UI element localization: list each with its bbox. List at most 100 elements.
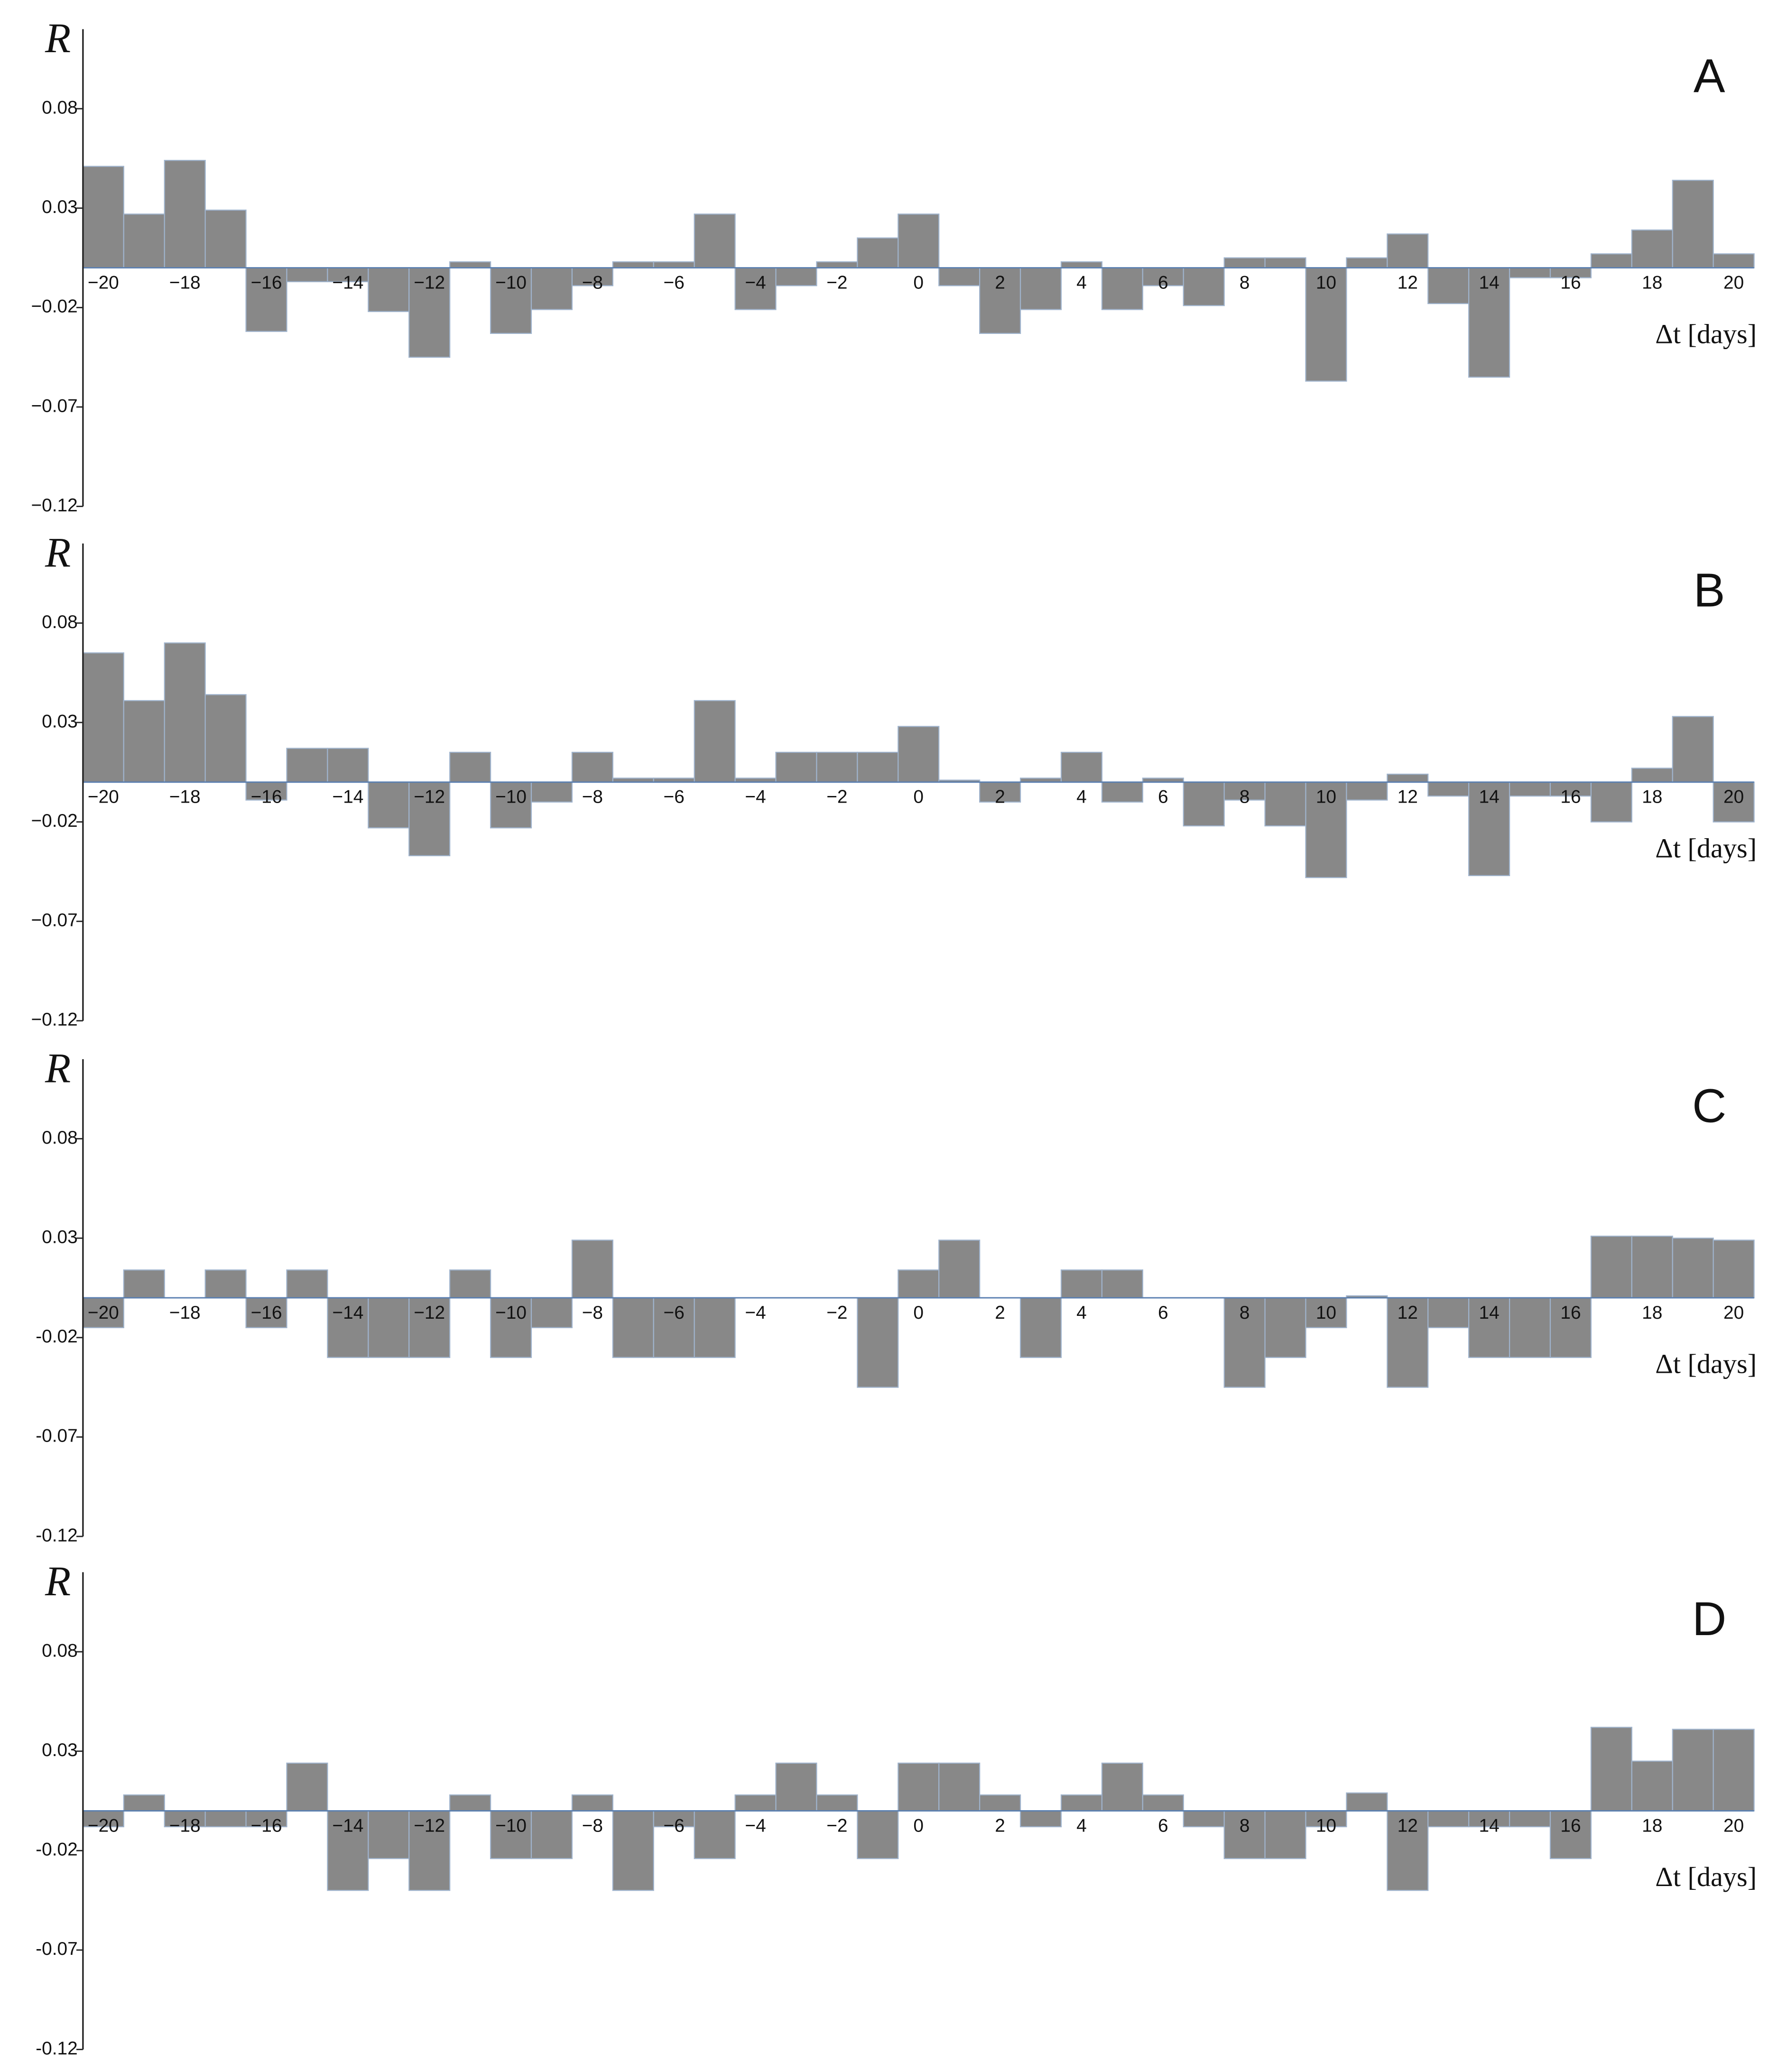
x-tick-label: 16 [1560, 787, 1581, 807]
y-tick-label: 0.03 [42, 711, 78, 731]
bar [368, 1297, 410, 1358]
bar [1183, 781, 1225, 827]
bar [1590, 1727, 1632, 1812]
bar [1509, 1297, 1551, 1358]
bar [1549, 781, 1592, 797]
bar [1346, 781, 1388, 801]
x-tick-label: 0 [913, 272, 924, 293]
x-tick-label: −10 [495, 1303, 527, 1323]
x-tick-label: 18 [1642, 1815, 1662, 1836]
bar [82, 1810, 124, 1828]
bar [775, 1762, 817, 1812]
y-tick-label: −0.07 [31, 396, 77, 416]
bar [82, 652, 124, 783]
x-tick-label: 4 [1076, 1815, 1087, 1836]
bar [775, 267, 817, 287]
x-tick-label: −12 [414, 1303, 445, 1323]
x-tick-label: 8 [1240, 1303, 1250, 1323]
bar [1631, 768, 1673, 783]
x-tick-label: 8 [1240, 272, 1250, 293]
x-tick-label: 20 [1723, 787, 1744, 807]
bar [571, 1794, 613, 1812]
bar [653, 1297, 695, 1358]
x-tick-label: −14 [332, 787, 363, 807]
y-tick-label: −0.12 [31, 495, 77, 516]
bar [1427, 267, 1470, 305]
x-tick-label: 14 [1479, 787, 1500, 807]
bar [1019, 1810, 1062, 1828]
x-tick-label: 20 [1723, 1815, 1744, 1836]
y-tick-label: 0.08 [42, 612, 78, 632]
x-tick-label: −16 [251, 272, 282, 293]
bar [1264, 1297, 1306, 1358]
bar [1468, 1297, 1510, 1358]
bar [1101, 1269, 1143, 1299]
bar [898, 213, 940, 268]
bar [1590, 781, 1632, 823]
x-tick-label: 20 [1723, 272, 1744, 293]
x-tick-label: 16 [1560, 272, 1581, 293]
bar [1101, 1762, 1143, 1812]
bar [694, 700, 736, 783]
bar [1468, 781, 1510, 876]
bar [1509, 1810, 1551, 1828]
x-tick-label: 18 [1642, 272, 1662, 293]
x-tick-label: −6 [664, 272, 685, 293]
x-tick-label: −4 [745, 1303, 766, 1323]
x-tick-label: −4 [745, 1815, 766, 1836]
bar [368, 1810, 410, 1859]
x-axis-label: Δt [days] [1655, 1861, 1757, 1892]
x-tick-label: −12 [414, 272, 445, 293]
bar [82, 166, 124, 268]
bar [979, 267, 1021, 334]
bar [1631, 1235, 1673, 1299]
bar [1264, 257, 1306, 268]
y-tick-label: −0.02 [31, 811, 77, 831]
y-tick-label: −0.07 [31, 910, 77, 930]
y-axis-label: R [45, 1045, 71, 1092]
bar [694, 1297, 736, 1358]
x-tick-label: −20 [88, 1815, 119, 1836]
x-tick-label: 20 [1723, 1303, 1744, 1323]
bar [1305, 267, 1347, 382]
bar [1631, 1760, 1673, 1812]
bar [327, 267, 369, 282]
x-tick-label: −4 [745, 272, 766, 293]
x-tick-label: 2 [995, 272, 1005, 293]
x-tick-label: 12 [1398, 272, 1418, 293]
bar [1672, 716, 1714, 783]
x-tick-label: 10 [1316, 272, 1336, 293]
y-tick-label: −0.02 [31, 296, 77, 317]
bar [1183, 267, 1225, 306]
bar [1264, 1810, 1306, 1859]
x-tick-label: −8 [582, 272, 603, 293]
x-tick-label: 4 [1076, 787, 1087, 807]
panel-label: D [1692, 1592, 1726, 1646]
bar [1142, 267, 1184, 287]
x-tick-label: −2 [826, 787, 847, 807]
x-tick-label: −6 [664, 787, 685, 807]
bar [694, 1810, 736, 1859]
bar [1631, 229, 1673, 268]
bar [1019, 267, 1062, 310]
x-tick-label: 12 [1398, 1303, 1418, 1323]
panel: 0.080.03−0.02−0.07−0.12−20 −18 −16 −14 −12 −1… [31, 15, 1757, 516]
bar [1427, 1810, 1470, 1828]
bar [1427, 781, 1470, 797]
x-axis-label: Δt [days] [1655, 318, 1757, 349]
x-tick-label: −12 [414, 1815, 445, 1836]
bar [1549, 1810, 1592, 1859]
x-tick-label: 10 [1316, 1303, 1336, 1323]
bar [1672, 179, 1714, 268]
y-axis-label: R [45, 1558, 71, 1605]
bar [857, 1810, 899, 1859]
x-tick-label: 14 [1479, 1815, 1500, 1836]
bar [164, 160, 206, 268]
bar [368, 267, 410, 312]
bar [164, 1810, 206, 1828]
bar [204, 209, 247, 268]
bar [1060, 1794, 1102, 1812]
x-tick-label: 10 [1316, 1815, 1336, 1836]
x-tick-label: 6 [1158, 272, 1168, 293]
